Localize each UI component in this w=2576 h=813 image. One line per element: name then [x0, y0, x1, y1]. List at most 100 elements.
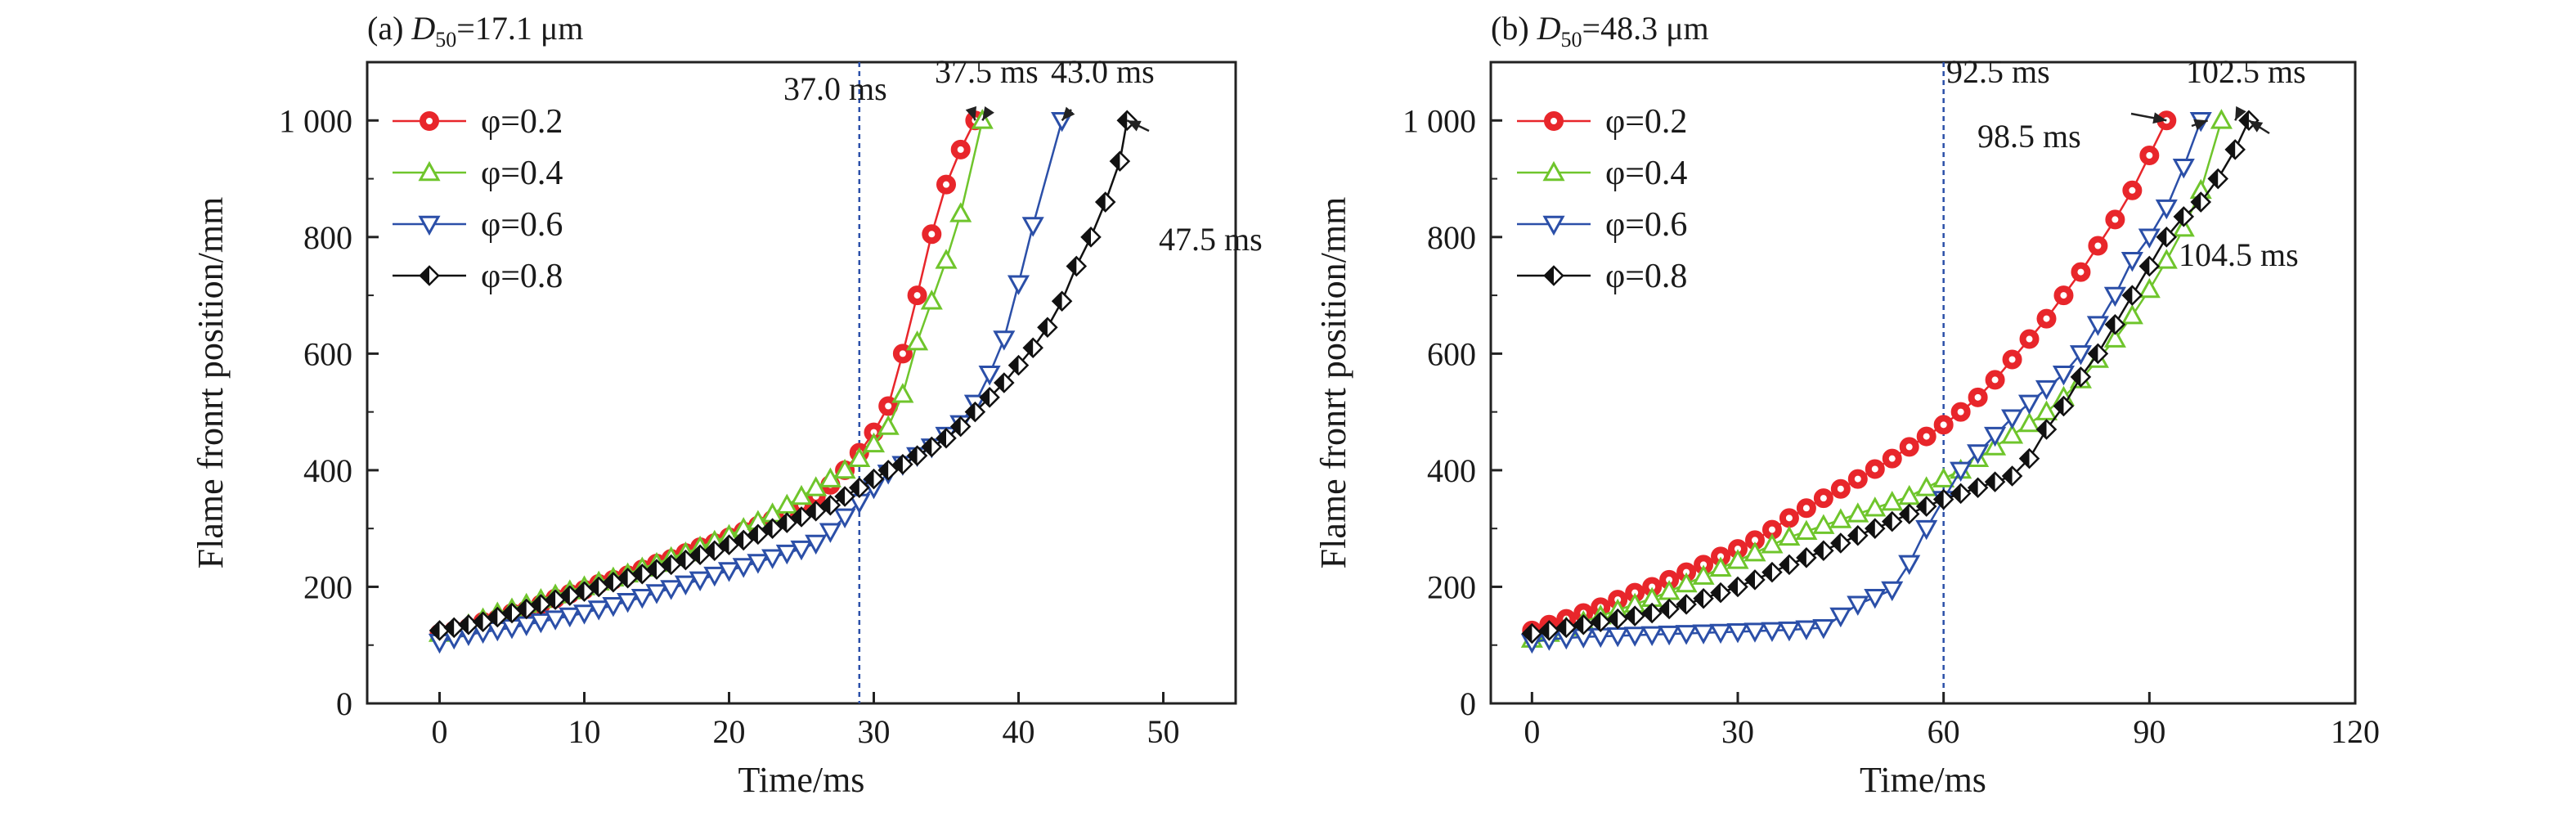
data-point-series-2 — [2017, 411, 2041, 433]
y-tick-label: 600 — [1427, 335, 1476, 372]
data-point-series-1-hole — [1991, 376, 1999, 384]
annotation-label: 43.0 ms — [1051, 53, 1155, 90]
data-point-series-4-fill — [763, 519, 773, 538]
legend-marker — [418, 160, 441, 182]
data-point-series-1-hole — [2112, 216, 2119, 223]
data-point-series-1-hole — [2008, 356, 2016, 363]
data-point-series-4-fill — [590, 577, 599, 596]
panel-title: (a) D50=17.1 μm — [367, 10, 583, 52]
legend-label: φ=0.4 — [481, 155, 563, 192]
data-point-series-4-fill — [633, 564, 643, 583]
data-point-series-4-fill — [2003, 467, 2013, 486]
y-tick-label: 600 — [303, 335, 352, 372]
legend-marker — [418, 215, 441, 236]
data-point-series-4-fill — [1523, 624, 1533, 643]
data-point-series-4-fill — [1024, 339, 1034, 357]
data-point-series-3 — [1898, 555, 1921, 576]
data-point-series-2 — [1881, 491, 1904, 511]
legend-marker-hole — [426, 118, 433, 124]
data-point-series-2 — [1898, 484, 1921, 505]
annotation-arrowhead — [2152, 112, 2167, 124]
data-point-series-3 — [572, 604, 596, 625]
data-point-series-4-fill — [2226, 140, 2236, 159]
data-point-series-1-hole — [2146, 152, 2153, 159]
data-point-series-1-hole — [2094, 242, 2102, 249]
plot-frame — [1489, 61, 2357, 705]
data-point-series-4-fill — [778, 514, 788, 532]
data-point-series-4-fill — [560, 586, 570, 605]
data-point-series-3 — [761, 549, 784, 569]
x-tick-label: 10 — [568, 713, 601, 750]
data-point-series-1-hole — [1940, 421, 1947, 429]
data-point-series-3 — [1915, 519, 1938, 541]
data-point-series-2 — [906, 330, 929, 351]
data-point-series-3 — [2035, 380, 2058, 401]
data-point-series-3 — [1864, 588, 1887, 609]
annotation-arrowhead — [1061, 106, 1075, 121]
data-point-series-3 — [1984, 426, 2007, 447]
data-point-series-3 — [732, 558, 755, 578]
data-point-series-3 — [775, 544, 798, 565]
data-point-series-1-hole — [1923, 433, 1930, 440]
data-point-series-4-fill — [951, 417, 961, 436]
data-point-series-4-fill — [618, 568, 628, 587]
data-point-series-3 — [2086, 316, 2109, 336]
legend-label: φ=0.8 — [1605, 258, 1687, 295]
data-point-series-3 — [2001, 409, 2024, 429]
legend-marker-fill — [1545, 267, 1554, 285]
data-point-series-1-hole — [913, 292, 921, 299]
data-point-series-4-fill — [792, 507, 801, 526]
data-point-series-3 — [1623, 627, 1646, 647]
data-point-series-4-fill — [806, 501, 816, 520]
data-point-series-4-fill — [1626, 607, 1636, 626]
annotation-label: 37.5 ms — [935, 53, 1039, 90]
data-point-series-3 — [689, 571, 711, 591]
data-point-series-4-fill — [2020, 449, 2030, 468]
data-point-series-4-fill — [966, 402, 976, 421]
legend-label: φ=0.4 — [1605, 155, 1687, 192]
legend-marker-fill — [420, 267, 429, 285]
data-point-series-1-hole — [1905, 443, 1913, 451]
data-point-series-4-fill — [821, 496, 831, 514]
data-point-series-3 — [717, 562, 741, 582]
legend-marker — [1542, 215, 1565, 236]
data-point-series-4-fill — [1557, 618, 1567, 637]
data-point-series-3 — [1829, 607, 1852, 628]
data-point-series-1-hole — [1649, 583, 1656, 591]
data-point-series-2 — [2155, 249, 2178, 269]
data-point-series-3 — [617, 592, 640, 613]
data-point-series-3 — [2017, 394, 2041, 415]
data-point-series-4-fill — [2089, 344, 2098, 363]
data-point-series-1-hole — [943, 181, 949, 188]
data-point-series-4-fill — [2239, 111, 2249, 130]
legend-marker — [1542, 160, 1565, 182]
y-tick-label: 400 — [303, 452, 352, 489]
data-point-series-4-fill — [2192, 193, 2201, 212]
chart-panel-b: (b) D50=48.3 μm 0 30 60 90 120 0 200 400 600 800 1 … — [1313, 10, 2380, 800]
data-point-series-2 — [1726, 549, 1749, 569]
data-point-series-1-hole — [2043, 315, 2050, 322]
x-axis-label: Time/ms — [1860, 760, 1986, 800]
data-point-series-1-hole — [1735, 546, 1741, 553]
annotation-arrowhead — [1127, 120, 1142, 132]
data-point-series-4-fill — [546, 591, 556, 609]
title-value: =17.1 μm — [456, 10, 583, 47]
data-point-series-2 — [2120, 303, 2143, 325]
x-tick-label: 60 — [1928, 713, 1960, 750]
y-tick-label: 800 — [1427, 219, 1476, 256]
data-point-series-2 — [1795, 519, 1818, 541]
series-group — [1520, 109, 2260, 654]
data-point-series-1-hole — [1888, 455, 1896, 462]
data-point-series-1-hole — [1974, 393, 1981, 401]
data-point-series-1-hole — [1631, 589, 1639, 596]
data-point-series-3 — [1795, 620, 1818, 640]
data-point-series-3 — [544, 610, 567, 631]
annotation-arrowhead — [2248, 120, 2264, 133]
data-point-series-3 — [1658, 625, 1681, 646]
data-point-series-4-fill — [908, 447, 918, 465]
data-point-series-1-hole — [1957, 408, 1964, 415]
data-point-series-4-fill — [1111, 152, 1120, 171]
data-point-series-3 — [2120, 252, 2143, 272]
series-line-1 — [1531, 119, 2168, 632]
